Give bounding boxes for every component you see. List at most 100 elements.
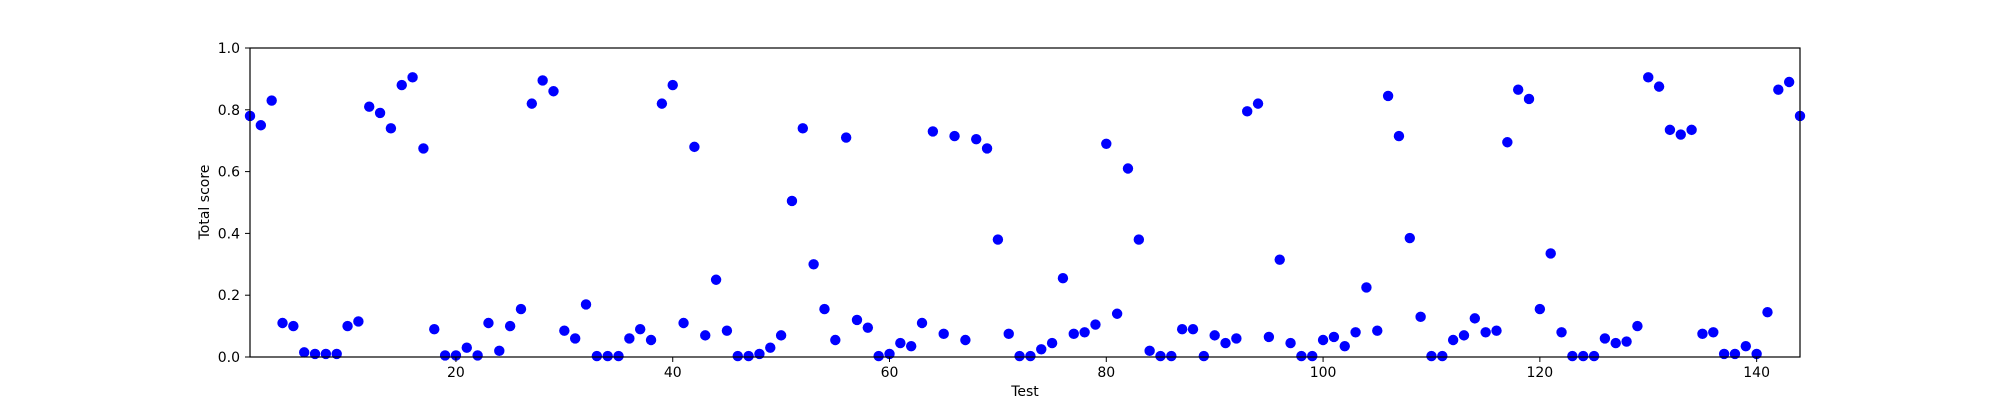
data-point <box>830 334 841 346</box>
plot-area-frame <box>249 47 1801 358</box>
data-point <box>1708 327 1719 338</box>
data-point <box>1144 345 1155 357</box>
data-point <box>1502 137 1513 148</box>
data-point <box>960 334 971 346</box>
data-point <box>450 350 462 361</box>
y-tick-label: 0.6 <box>218 165 240 181</box>
data-point <box>1231 333 1242 344</box>
data-point <box>1523 93 1535 105</box>
data-point <box>1166 350 1177 362</box>
x-tick-label: 40 <box>664 365 682 381</box>
data-point <box>1317 334 1329 346</box>
data-point <box>710 274 722 285</box>
data-point <box>1556 327 1567 338</box>
data-point <box>483 317 494 329</box>
data-point <box>1469 313 1481 324</box>
data-point <box>1588 350 1600 362</box>
data-point <box>1350 327 1361 338</box>
data-point <box>1133 234 1145 245</box>
data-point <box>1101 138 1112 149</box>
data-point <box>1578 350 1589 362</box>
data-point <box>895 337 906 349</box>
data-point <box>1621 336 1632 347</box>
data-point <box>786 195 798 207</box>
data-point <box>1296 350 1307 362</box>
data-point <box>1762 306 1773 318</box>
data-point <box>494 345 505 357</box>
data-point <box>537 75 548 86</box>
data-point <box>1480 327 1491 338</box>
data-point <box>1415 311 1426 323</box>
data-point <box>1653 81 1665 92</box>
data-point <box>1046 337 1058 349</box>
data-point <box>298 347 310 358</box>
data-point <box>1567 350 1578 362</box>
data-point <box>1090 319 1101 330</box>
data-point <box>353 316 364 327</box>
data-point <box>873 350 884 362</box>
data-point <box>700 330 711 341</box>
data-point <box>905 340 917 352</box>
x-tick-label: 60 <box>881 365 899 381</box>
y-axis-ticks: 0.0 0.2 0.4 0.6 0.8 1.0 <box>218 41 250 366</box>
data-point <box>1610 337 1621 349</box>
data-point <box>645 334 657 346</box>
data-point <box>927 126 939 137</box>
data-point <box>1437 350 1448 362</box>
data-point <box>1285 337 1296 349</box>
data-point <box>1491 325 1502 336</box>
data-point <box>504 320 516 332</box>
data-point <box>1328 331 1340 343</box>
data-point <box>1122 163 1134 174</box>
data-point <box>342 320 353 332</box>
data-point <box>266 95 277 106</box>
data-point <box>1697 328 1708 340</box>
data-point <box>1111 308 1123 319</box>
data-point <box>591 350 603 362</box>
data-point <box>364 101 375 112</box>
data-point <box>472 350 483 361</box>
data-point <box>1014 350 1025 362</box>
data-point <box>775 330 787 341</box>
data-point <box>1372 325 1383 336</box>
data-point <box>407 72 418 83</box>
data-point <box>1252 98 1264 109</box>
data-point <box>1643 72 1654 83</box>
data-point <box>418 143 429 154</box>
data-point <box>1404 232 1415 244</box>
data-point <box>396 79 407 91</box>
data-point <box>559 325 570 336</box>
data-point <box>1545 248 1556 259</box>
x-tick-label: 140 <box>1743 365 1770 381</box>
data-point <box>385 123 397 134</box>
data-point <box>1025 350 1036 362</box>
data-point <box>1675 129 1686 140</box>
data-point <box>635 323 646 335</box>
x-tick-label: 20 <box>447 365 465 381</box>
data-point <box>1361 282 1372 293</box>
data-point <box>743 350 754 362</box>
data-point <box>1534 303 1546 315</box>
y-axis-label: Total score <box>197 165 213 241</box>
data-point <box>439 350 451 361</box>
data-point <box>548 86 559 97</box>
data-point <box>515 303 527 315</box>
data-point <box>765 342 776 353</box>
data-point <box>429 323 440 335</box>
data-point <box>916 317 928 329</box>
data-point <box>797 123 808 134</box>
data-point <box>840 132 852 143</box>
data-point <box>1458 330 1470 341</box>
data-point <box>1220 337 1231 349</box>
data-point <box>1382 90 1394 102</box>
data-point <box>1447 334 1459 346</box>
x-axis-ticks: 20 40 60 80 100 120 140 <box>447 357 1770 381</box>
data-point <box>1263 331 1275 343</box>
data-point <box>1068 328 1079 340</box>
data-point <box>862 322 874 333</box>
x-axis-label: Test <box>1010 384 1039 400</box>
x-tick-label: 80 <box>1097 365 1115 381</box>
data-point <box>851 314 863 326</box>
data-point <box>981 143 993 154</box>
